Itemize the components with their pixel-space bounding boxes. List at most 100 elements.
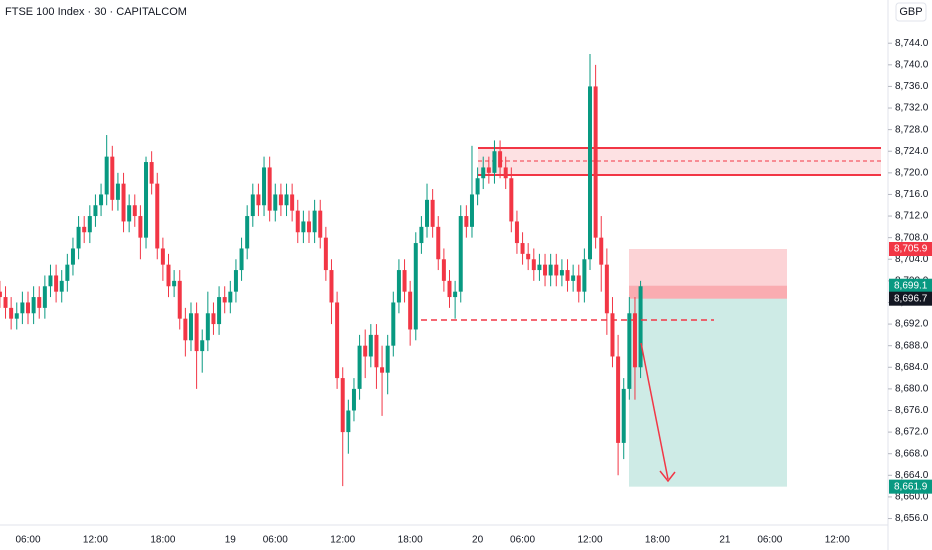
candle-body — [385, 345, 390, 373]
candle-body — [99, 194, 104, 206]
y-tick-label: 8,692.0 — [895, 319, 929, 330]
x-tick-label: 18:00 — [398, 535, 423, 546]
candle-body — [391, 302, 396, 346]
candle-body — [621, 388, 626, 443]
candle-body — [486, 167, 491, 173]
candle-body — [222, 297, 227, 303]
candle-body — [0, 291, 2, 298]
loss-zone — [629, 285, 787, 299]
candle-body — [582, 259, 587, 292]
candle-body — [54, 275, 59, 292]
candle-body — [526, 253, 531, 260]
candle-body — [520, 243, 525, 254]
price-tags: 8,705.9 8,699.1 8,696.7 8,661.9 — [889, 241, 932, 494]
candle-body — [329, 270, 334, 303]
candle-body — [537, 264, 542, 271]
arrow-head — [659, 470, 676, 483]
candle-body — [211, 313, 216, 325]
candle-body — [509, 178, 514, 222]
y-tick-label: 8,660.0 — [895, 492, 929, 503]
candle-body — [144, 162, 149, 238]
drawings-back — [478, 147, 881, 487]
candle-body — [571, 275, 576, 281]
candle-body — [160, 248, 165, 265]
candle-body — [312, 210, 317, 233]
candle-body — [514, 221, 519, 244]
x-tick-label: 12:00 — [825, 535, 850, 546]
candle-body — [217, 297, 222, 325]
target-zone — [629, 298, 787, 487]
x-tick-label: 19 — [225, 535, 237, 546]
candle-body — [31, 297, 36, 314]
candle-body — [548, 264, 553, 276]
price-tag — [889, 278, 932, 293]
candle-body — [127, 205, 132, 222]
candle-body — [9, 307, 14, 319]
candle-body — [228, 291, 233, 303]
y-tick-label: 8,656.0 — [895, 513, 929, 524]
candle-body — [149, 162, 154, 184]
candle-body — [245, 216, 250, 249]
candle-body — [588, 86, 592, 260]
price-tag-label: 8,705.9 — [894, 244, 928, 255]
candle-body — [475, 178, 480, 195]
candle-body — [604, 264, 609, 314]
candle-body — [290, 194, 295, 211]
candle-body — [188, 313, 193, 341]
candle-body — [42, 286, 47, 308]
candle-body — [425, 199, 430, 227]
candle-body — [616, 356, 621, 443]
candle-body — [357, 345, 362, 389]
candle-body — [3, 297, 8, 308]
candle-body — [233, 270, 238, 292]
candle-body — [48, 275, 53, 287]
candle-body — [554, 264, 559, 276]
candle-body — [284, 194, 289, 206]
candle-body — [464, 216, 469, 227]
price-tag — [889, 291, 932, 306]
y-tick-label: 8,672.0 — [895, 427, 929, 438]
x-tick-label: 18:00 — [645, 535, 670, 546]
x-tick-label: 12:00 — [577, 535, 602, 546]
candle-body — [593, 86, 598, 238]
arrow — [640, 342, 669, 480]
candle-body — [250, 194, 255, 217]
y-tick-label: 8,668.0 — [895, 448, 929, 459]
candle-body — [396, 270, 401, 303]
candle-body — [351, 388, 356, 411]
y-tick-label: 8,664.0 — [895, 470, 929, 481]
candle-body — [14, 313, 19, 319]
y-tick-label: 8,728.0 — [895, 124, 929, 135]
currency: GBP — [899, 6, 922, 18]
candle-body — [340, 378, 345, 433]
y-tick-label: 8,704.0 — [895, 254, 929, 265]
candle-body — [453, 291, 458, 298]
candle-body — [239, 248, 244, 271]
drawings-front — [421, 319, 714, 483]
candle-body — [323, 237, 328, 271]
candle-body — [194, 313, 199, 352]
currency-box — [895, 2, 927, 22]
candles — [0, 54, 643, 487]
y-tick-label: 8,732.0 — [895, 103, 929, 114]
candle-body — [419, 226, 424, 244]
candle-body — [121, 183, 126, 222]
candle-body — [408, 291, 413, 330]
x-tick-label: 18:00 — [150, 535, 175, 546]
candle-body — [138, 216, 143, 238]
y-tick-label: 8,712.0 — [895, 211, 929, 222]
y-tick-label: 8,736.0 — [895, 81, 929, 92]
candle-body — [20, 302, 25, 314]
candle-body — [37, 297, 42, 308]
candle-body — [627, 313, 632, 389]
candle-body — [402, 270, 407, 292]
candle-body — [469, 194, 474, 227]
y-tick-label: 8,676.0 — [895, 405, 929, 416]
x-tick-label: 06:00 — [757, 535, 782, 546]
candle-body — [87, 216, 92, 233]
candle-body — [531, 259, 536, 271]
candle-body — [436, 226, 441, 260]
candle-body — [183, 318, 188, 341]
candle-body — [110, 156, 115, 200]
